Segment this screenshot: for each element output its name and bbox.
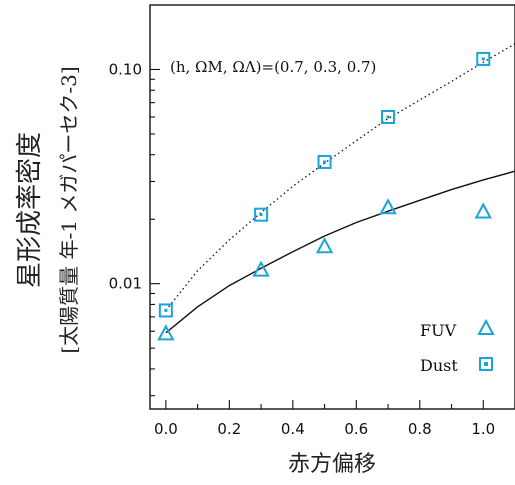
cosmology-annotation: (h, ΩM, ΩΛ)=(0.7, 0.3, 0.7) — [170, 58, 376, 76]
x-tick-label: 0.6 — [344, 420, 368, 438]
plot-frame — [149, 4, 515, 410]
dotted-model-curve — [165, 43, 515, 311]
x-axis-title: 赤方偏移 — [288, 452, 376, 477]
fuv-point — [157, 324, 175, 341]
dust-point — [476, 51, 491, 66]
dust-point — [158, 303, 173, 318]
x-tick-label: 1.0 — [471, 420, 495, 438]
legend-marker-fuv — [477, 318, 495, 335]
dust-point-center — [481, 57, 485, 61]
dust-point-center — [164, 308, 168, 312]
legend-marker-dust-dot — [484, 362, 488, 366]
axis-ticks: 0.0 0.2 0.4 0.6 0.8 1.0 0.01 0.10 — [109, 60, 515, 438]
x-tick-label: 0.2 — [217, 420, 241, 438]
legend-label-dust: Dust — [420, 356, 458, 375]
dust-point — [317, 154, 332, 169]
legend-marker-dust — [479, 357, 493, 371]
y-axis-title: 星形成率密度 — [15, 132, 45, 288]
y-tick-label: 0.10 — [109, 60, 142, 78]
x-tick-label: 0.4 — [281, 420, 305, 438]
y-axis-subtitle: [太陽質量 年-1 メガパーセク-3] — [57, 66, 81, 353]
x-tick-label: 0.0 — [154, 420, 178, 438]
dust-point-center — [323, 160, 327, 164]
fuv-point — [315, 237, 334, 254]
dust-point — [381, 110, 396, 125]
dust-point — [254, 207, 269, 222]
fuv-point — [379, 198, 397, 215]
fuv-point — [252, 260, 270, 277]
fuv-point — [474, 202, 492, 219]
legend: FUV Dust — [420, 318, 495, 375]
model-curves — [165, 43, 515, 334]
y-tick-label: 0.01 — [109, 275, 142, 293]
dust-point-center — [259, 213, 263, 217]
x-tick-label: 0.8 — [408, 420, 432, 438]
data-markers — [157, 51, 492, 341]
dust-point-center — [386, 115, 390, 119]
solid-model-curve — [165, 170, 515, 334]
legend-label-fuv: FUV — [420, 321, 457, 340]
